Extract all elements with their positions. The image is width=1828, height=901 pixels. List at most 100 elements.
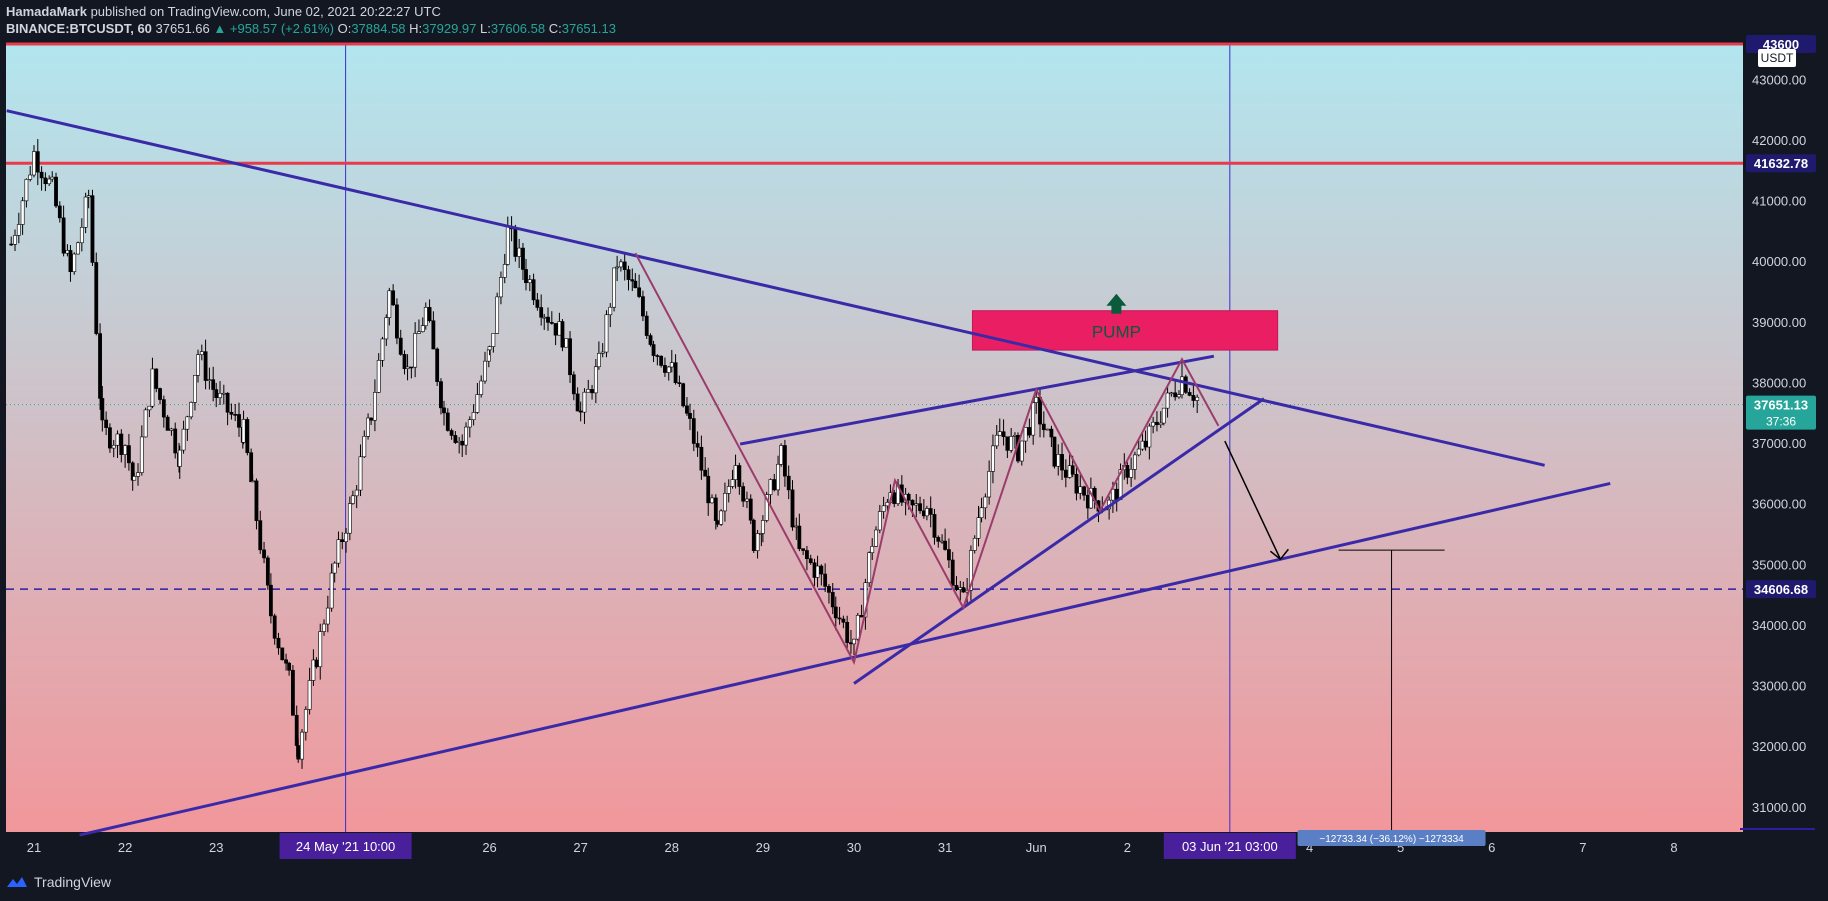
candle-body bbox=[841, 618, 846, 623]
candle-body bbox=[783, 445, 787, 477]
candle-body bbox=[344, 532, 348, 542]
candle-body bbox=[475, 394, 480, 413]
candle-body bbox=[225, 392, 230, 413]
candle-body bbox=[1019, 440, 1024, 462]
candle-body bbox=[578, 410, 583, 413]
candle-body bbox=[1155, 421, 1159, 426]
candle-body bbox=[218, 393, 222, 399]
candle-body bbox=[420, 325, 425, 332]
pump-annotation: PUMP bbox=[1092, 323, 1141, 342]
candle-body bbox=[1195, 396, 1200, 401]
candle-body bbox=[32, 151, 36, 176]
date-label: 03 Jun '21 03:00 bbox=[1182, 839, 1278, 854]
candle-body bbox=[859, 615, 864, 618]
candle-body bbox=[706, 475, 711, 504]
candle-body bbox=[1085, 494, 1090, 509]
candle-body bbox=[797, 525, 802, 549]
candle-body bbox=[24, 179, 29, 202]
candle-body bbox=[108, 427, 112, 449]
candle-body bbox=[644, 315, 649, 336]
candle-body bbox=[499, 277, 503, 298]
candle-body bbox=[764, 494, 769, 521]
candle-body bbox=[1038, 396, 1042, 425]
candle-body bbox=[527, 279, 532, 284]
trendline-descending-resistance bbox=[6, 109, 1545, 467]
candle-body bbox=[442, 407, 446, 414]
candle-body bbox=[296, 745, 301, 760]
price-axis-label: 41632.78 bbox=[1754, 156, 1808, 171]
currency-tag: USDT bbox=[1761, 51, 1794, 65]
y-tick-label: 41000.00 bbox=[1752, 194, 1806, 209]
candle-body bbox=[936, 537, 941, 542]
candle-body bbox=[350, 495, 355, 504]
price-axis-label-bg bbox=[1746, 35, 1816, 53]
candle-body bbox=[79, 227, 84, 244]
close-value: 37651.13 bbox=[561, 21, 616, 36]
x-tick-label: 28 bbox=[665, 840, 679, 855]
candle-body bbox=[395, 304, 399, 339]
candle-body bbox=[9, 243, 14, 246]
x-tick-label: 2 bbox=[1124, 840, 1131, 855]
y-tick-label: 34000.00 bbox=[1752, 618, 1806, 633]
candle-body bbox=[626, 269, 631, 280]
candle-body bbox=[794, 525, 799, 528]
candle-body bbox=[786, 475, 791, 491]
candle-body bbox=[318, 631, 323, 668]
candle-body bbox=[710, 497, 714, 504]
candle-body bbox=[143, 409, 148, 438]
x-tick-label: 31 bbox=[938, 840, 952, 855]
candle-body bbox=[181, 428, 186, 451]
candle-body bbox=[943, 540, 948, 550]
candle-body bbox=[221, 392, 226, 395]
candle-body bbox=[535, 299, 540, 308]
y-tick-label: 32000.00 bbox=[1752, 739, 1806, 754]
candle-body bbox=[619, 261, 623, 268]
candle-body bbox=[158, 388, 162, 400]
candle-body bbox=[772, 479, 777, 491]
candle-body bbox=[229, 411, 234, 415]
last-price: 37651.66 bbox=[155, 21, 210, 36]
candle-body bbox=[1165, 392, 1170, 409]
candle-body bbox=[280, 647, 285, 661]
candle-body bbox=[1078, 486, 1083, 494]
price-axis bbox=[1743, 44, 1822, 832]
candle-body bbox=[417, 331, 421, 334]
candle-body bbox=[776, 463, 780, 491]
published-text: published on TradingView.com, June 02, 2… bbox=[90, 4, 441, 19]
trendline-channel-upper bbox=[739, 354, 1215, 446]
candle-body bbox=[61, 217, 66, 254]
measure-label: −12733.34 (−36.12%) −1273334 bbox=[1319, 834, 1464, 845]
candle-body bbox=[300, 731, 304, 760]
candle-body bbox=[713, 497, 718, 521]
candle-body bbox=[590, 389, 594, 394]
candle-body bbox=[1041, 423, 1046, 431]
candle-body bbox=[449, 430, 454, 436]
price-axis-label: 34606.68 bbox=[1754, 582, 1808, 597]
x-tick-label: 23 bbox=[209, 840, 223, 855]
candle-body bbox=[491, 333, 496, 347]
candle-body bbox=[83, 196, 88, 228]
candle-body bbox=[1177, 394, 1181, 398]
candle-body bbox=[254, 480, 259, 521]
candle-body bbox=[1056, 454, 1061, 467]
candle-body bbox=[203, 351, 208, 381]
candle-body bbox=[845, 621, 850, 643]
candle-body bbox=[979, 507, 984, 518]
candle-body bbox=[423, 307, 428, 326]
candle-body bbox=[1143, 440, 1148, 448]
candle-body bbox=[983, 496, 988, 509]
high-label: H: bbox=[409, 21, 423, 36]
candle-body bbox=[741, 486, 746, 502]
y-tick-label: 40000.00 bbox=[1752, 254, 1806, 269]
candle-body bbox=[699, 446, 704, 471]
tradingview-footer[interactable]: TradingView bbox=[6, 874, 111, 890]
candle-body bbox=[596, 353, 601, 368]
candle-body bbox=[250, 480, 255, 483]
candle-body bbox=[483, 360, 487, 382]
price-change: ▲ +958.57 (+2.61%) bbox=[213, 21, 334, 36]
candle-body bbox=[214, 389, 219, 399]
candle-body bbox=[827, 586, 831, 593]
x-tick-label: 30 bbox=[847, 840, 861, 855]
candle-body bbox=[790, 489, 795, 528]
